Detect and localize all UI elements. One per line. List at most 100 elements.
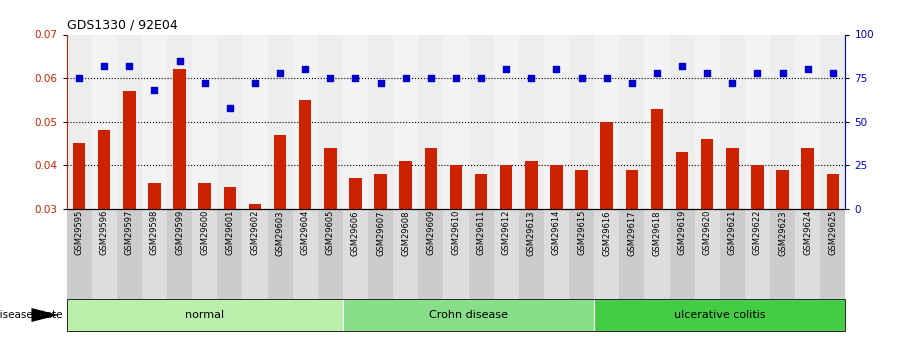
- Bar: [349, 178, 362, 209]
- Bar: [292, 34, 318, 209]
- Bar: [600, 122, 613, 209]
- Bar: [117, 34, 142, 209]
- Point: [97, 63, 111, 69]
- Bar: [368, 34, 394, 209]
- Bar: [368, 209, 394, 299]
- Bar: [67, 299, 343, 331]
- Bar: [544, 34, 569, 209]
- Bar: [500, 165, 513, 209]
- Point: [625, 80, 640, 86]
- Bar: [468, 209, 494, 299]
- Bar: [268, 34, 292, 209]
- Point: [148, 88, 162, 93]
- Point: [474, 75, 488, 81]
- Bar: [544, 209, 569, 299]
- Bar: [123, 91, 136, 209]
- Bar: [644, 34, 670, 209]
- Bar: [242, 34, 268, 209]
- Bar: [223, 187, 236, 209]
- Bar: [626, 169, 638, 209]
- Point: [222, 105, 237, 110]
- Bar: [318, 34, 343, 209]
- Point: [499, 67, 514, 72]
- Bar: [776, 169, 789, 209]
- Bar: [468, 34, 494, 209]
- Bar: [299, 100, 312, 209]
- Bar: [720, 209, 745, 299]
- Bar: [594, 34, 619, 209]
- Bar: [374, 174, 387, 209]
- Point: [272, 70, 287, 76]
- Bar: [217, 209, 242, 299]
- Bar: [820, 34, 845, 209]
- Bar: [142, 34, 167, 209]
- Text: normal: normal: [185, 310, 224, 320]
- Point: [825, 70, 840, 76]
- Point: [700, 70, 714, 76]
- Point: [574, 75, 589, 81]
- Bar: [394, 209, 418, 299]
- Bar: [117, 209, 142, 299]
- Bar: [173, 69, 186, 209]
- Bar: [450, 165, 462, 209]
- Bar: [192, 34, 217, 209]
- Bar: [418, 209, 444, 299]
- Point: [599, 75, 614, 81]
- Bar: [92, 34, 117, 209]
- Bar: [249, 204, 261, 209]
- Text: ulcerative colitis: ulcerative colitis: [674, 310, 765, 320]
- Point: [448, 75, 463, 81]
- Bar: [594, 209, 619, 299]
- Bar: [475, 174, 487, 209]
- Bar: [494, 34, 518, 209]
- Bar: [167, 209, 192, 299]
- Bar: [148, 183, 160, 209]
- Bar: [73, 144, 86, 209]
- Bar: [394, 34, 418, 209]
- Bar: [92, 209, 117, 299]
- Point: [750, 70, 764, 76]
- Polygon shape: [32, 308, 58, 322]
- Bar: [343, 34, 368, 209]
- Point: [801, 67, 815, 72]
- Bar: [670, 34, 695, 209]
- Bar: [518, 209, 544, 299]
- Bar: [142, 209, 167, 299]
- Bar: [67, 299, 845, 331]
- Bar: [826, 174, 839, 209]
- Bar: [569, 34, 594, 209]
- Bar: [97, 130, 110, 209]
- Bar: [619, 209, 644, 299]
- Bar: [619, 34, 644, 209]
- Point: [725, 80, 740, 86]
- Bar: [594, 299, 845, 331]
- Point: [72, 75, 87, 81]
- Bar: [569, 209, 594, 299]
- Bar: [670, 209, 695, 299]
- Bar: [644, 209, 670, 299]
- Bar: [343, 299, 594, 331]
- Bar: [795, 209, 820, 299]
- Point: [775, 70, 790, 76]
- Point: [248, 80, 262, 86]
- Text: GDS1330 / 92E04: GDS1330 / 92E04: [67, 19, 178, 32]
- Bar: [343, 209, 368, 299]
- Point: [650, 70, 664, 76]
- Bar: [695, 209, 720, 299]
- Bar: [242, 209, 268, 299]
- Bar: [525, 161, 537, 209]
- Point: [348, 75, 363, 81]
- Bar: [720, 34, 745, 209]
- Bar: [550, 165, 563, 209]
- Bar: [695, 34, 720, 209]
- Point: [172, 58, 187, 63]
- Point: [198, 80, 212, 86]
- Bar: [518, 34, 544, 209]
- Bar: [324, 148, 336, 209]
- Bar: [820, 209, 845, 299]
- Bar: [268, 209, 292, 299]
- Bar: [292, 209, 318, 299]
- Bar: [650, 109, 663, 209]
- Bar: [217, 34, 242, 209]
- Bar: [726, 148, 739, 209]
